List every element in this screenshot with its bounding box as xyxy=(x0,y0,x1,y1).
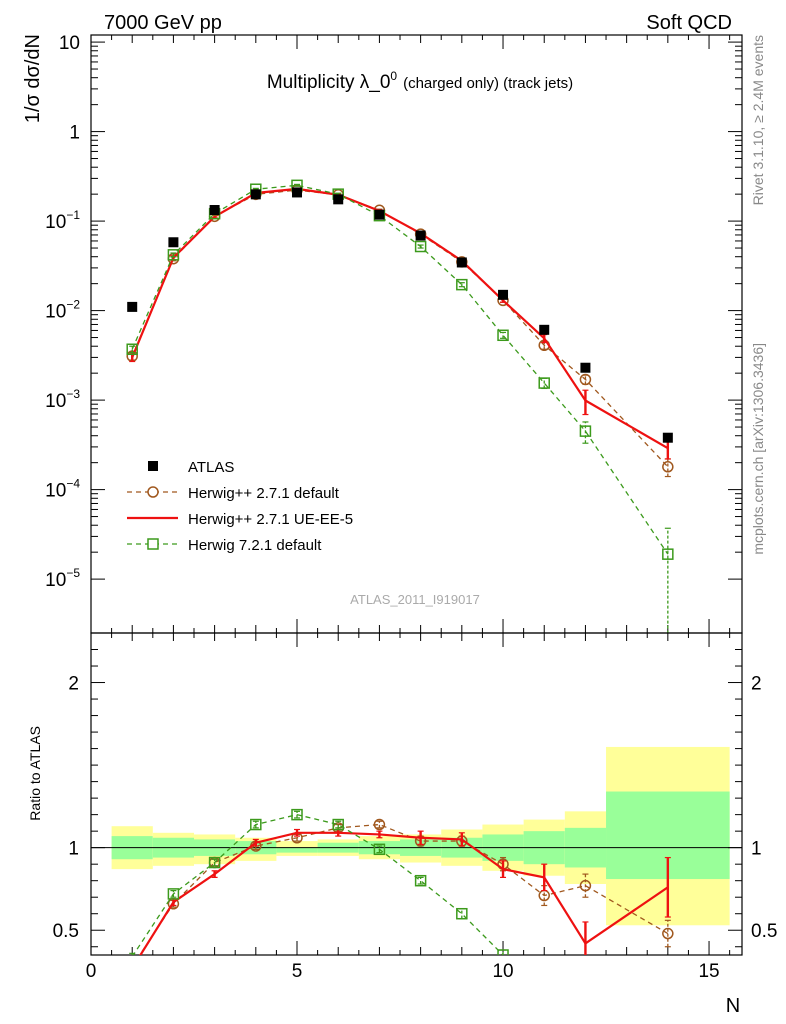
ratio-dashed-square-marker xyxy=(332,818,344,831)
ratio-frame xyxy=(90,632,743,956)
legend-entry: Herwig++ 2.7.1 UE-EE-5 xyxy=(127,511,353,528)
main-ytick-label: 10−1 xyxy=(45,208,80,233)
ratio-dashed-square-marker xyxy=(250,818,262,831)
main-dashed-circle-marker xyxy=(662,461,674,473)
main-data-point xyxy=(127,301,138,312)
main-ytick-label: 10−4 xyxy=(45,477,80,502)
ratio-xtick-label: 0 xyxy=(86,961,97,982)
main-data-point xyxy=(456,257,467,268)
chart-title-sup: 0 xyxy=(390,69,397,83)
category-label: Soft QCD xyxy=(646,12,732,34)
ratio-ylabel: Ratio to ATLAS xyxy=(27,726,43,821)
ratio-xtick-label: 15 xyxy=(698,961,719,982)
ratio-dashed-circle-marker xyxy=(662,927,674,940)
analysis-watermark: ATLAS_2011_I919017 xyxy=(350,592,480,607)
main-ytick-label: 1 xyxy=(69,123,80,144)
ratio-dashed-square-marker xyxy=(208,856,221,869)
main-dashed-square-marker xyxy=(456,278,468,291)
ratio-dashed-square-marker xyxy=(456,907,468,920)
legend-label: Herwig 7.2.1 default xyxy=(188,537,322,554)
ratio-solid-series xyxy=(139,828,671,955)
legend-entry: Herwig++ 2.7.1 default xyxy=(127,485,340,502)
ratio-dashed-circle-marker xyxy=(373,818,386,831)
main-data-series xyxy=(127,187,673,443)
main-data-point xyxy=(333,194,344,205)
main-dashed-square-marker xyxy=(579,425,592,437)
main-ytick-label: 10−3 xyxy=(45,387,80,412)
rivet-label: Rivet 3.1.10, ≥ 2.4M events xyxy=(750,35,766,205)
main-data-point xyxy=(250,189,261,200)
main-data-point xyxy=(292,187,303,198)
ratio-dashed-circle-marker xyxy=(579,879,592,892)
chart-title-main: Multiplicity λ_0 xyxy=(267,72,391,93)
chart-title-sub: (charged only) (track jets) xyxy=(403,75,573,92)
band-inner-4 xyxy=(276,847,318,853)
main-data-point xyxy=(415,230,426,241)
legend: ATLAS Herwig++ 2.7.1 default Herwig++ 2.7.… xyxy=(127,459,353,554)
energy-label: 7000 GeV pp xyxy=(104,12,222,34)
main-dashed-square-marker xyxy=(126,343,138,355)
ratio-ytick-label: 0.5 xyxy=(53,921,79,942)
main-data-point xyxy=(662,432,673,443)
ratio-dashed-square-marker xyxy=(373,843,386,856)
main-solid-line xyxy=(131,187,669,450)
ratio-ytick-label: 1 xyxy=(68,839,79,860)
main-dashed-square-marker xyxy=(662,548,674,560)
main-ytick-label: 10 xyxy=(59,33,80,54)
main-data-point xyxy=(498,289,509,300)
ratio-dashed-square-marker xyxy=(497,949,509,955)
main-plot: 10 1 10−1 10−2 10−3 10−4 10−5 xyxy=(45,33,743,634)
ratio-ytick-label-right: 0.5 xyxy=(751,921,777,942)
main-dashed-circle-line xyxy=(131,189,669,468)
legend-entry: Herwig 7.2.1 default xyxy=(127,537,322,554)
main-dashed-square-marker xyxy=(167,249,180,261)
main-dashed-square-marker xyxy=(497,329,509,342)
ratio-xtick-label: 10 xyxy=(492,961,513,982)
ratio-plot: 0 5 10 15 0.5 0.5 1 1 2 2 xyxy=(53,632,777,982)
legend-marker-circle xyxy=(147,486,159,498)
main-ytick-label: 10−5 xyxy=(45,566,80,591)
main-data-point xyxy=(580,362,591,373)
main-data-point xyxy=(168,237,179,248)
main-dashed-square-marker xyxy=(414,240,427,253)
main-data-point xyxy=(209,205,220,216)
chart-title: Multiplicity λ_00 (charged only) (track j… xyxy=(267,69,573,93)
main-dashed-circle-marker xyxy=(579,373,592,386)
main-data-point xyxy=(539,324,550,335)
main-ytick-labels: 10 1 10−1 10−2 10−3 10−4 10−5 xyxy=(45,33,80,591)
ratio-ytick-label-right: 2 xyxy=(751,674,762,695)
main-ytick-label: 10−2 xyxy=(45,298,80,323)
main-solid-series xyxy=(129,187,671,460)
legend-entry: ATLAS xyxy=(148,459,234,476)
legend-marker-data xyxy=(148,461,158,471)
ratio-dashed-square-marker xyxy=(414,874,427,887)
ratio-dashed-circle-marker xyxy=(538,889,550,902)
ratio-dashed-circle-line xyxy=(139,823,669,955)
legend-label: Herwig++ 2.7.1 default xyxy=(188,485,340,502)
ratio-ytick-label-right: 1 xyxy=(751,839,762,860)
legend-label: ATLAS xyxy=(188,459,234,476)
ratio-dashed-square-marker xyxy=(167,888,180,900)
legend-marker-square xyxy=(147,538,159,550)
ratio-ytick-label: 2 xyxy=(68,674,79,695)
ratio-dashed-square-marker xyxy=(291,808,303,821)
ratio-dashed-square-series xyxy=(129,808,509,955)
ratio-dashed-square-line xyxy=(132,813,504,955)
main-data-point xyxy=(374,209,385,220)
ratio-xlabel: N xyxy=(726,995,740,1017)
ratio-xtick-label: 5 xyxy=(292,961,303,982)
main-ylabel: 1/σ dσ/dN xyxy=(22,34,44,123)
legend-label: Herwig++ 2.7.1 UE-EE-5 xyxy=(188,511,353,528)
source-label: mcplots.cern.ch [arXiv:1306.3436] xyxy=(750,343,766,555)
main-dashed-square-marker xyxy=(538,377,550,389)
